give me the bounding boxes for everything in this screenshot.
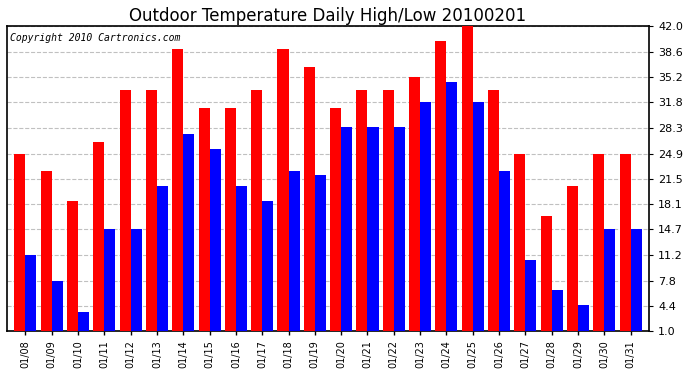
Bar <box>409 77 420 339</box>
Bar <box>236 186 247 339</box>
Bar <box>251 90 262 339</box>
Bar <box>199 108 210 339</box>
Bar <box>604 229 615 339</box>
Bar <box>473 102 484 339</box>
Bar <box>488 90 499 339</box>
Bar <box>262 201 273 339</box>
Bar <box>499 171 510 339</box>
Title: Outdoor Temperature Daily High/Low 20100201: Outdoor Temperature Daily High/Low 20100… <box>130 7 526 25</box>
Text: Copyright 2010 Cartronics.com: Copyright 2010 Cartronics.com <box>10 33 181 43</box>
Bar <box>357 90 368 339</box>
Bar <box>540 216 552 339</box>
Bar <box>341 127 352 339</box>
Bar <box>146 90 157 339</box>
Bar <box>315 175 326 339</box>
Bar <box>288 171 299 339</box>
Bar <box>119 90 130 339</box>
Bar <box>67 201 78 339</box>
Bar <box>26 255 37 339</box>
Bar <box>578 305 589 339</box>
Bar <box>14 153 26 339</box>
Bar <box>225 108 236 339</box>
Bar <box>130 229 141 339</box>
Bar <box>394 127 405 339</box>
Bar <box>435 41 446 339</box>
Bar <box>41 171 52 339</box>
Bar <box>462 27 473 339</box>
Bar <box>104 229 115 339</box>
Bar <box>383 90 394 339</box>
Bar <box>525 261 536 339</box>
Bar <box>620 153 631 339</box>
Bar <box>52 280 63 339</box>
Bar <box>93 142 104 339</box>
Bar <box>277 49 288 339</box>
Bar <box>157 186 168 339</box>
Bar <box>78 312 89 339</box>
Bar <box>420 102 431 339</box>
Bar <box>631 229 642 339</box>
Bar <box>593 153 604 339</box>
Bar <box>567 186 578 339</box>
Bar <box>304 68 315 339</box>
Bar <box>184 134 195 339</box>
Bar <box>330 108 341 339</box>
Bar <box>368 127 379 339</box>
Bar <box>446 82 457 339</box>
Bar <box>552 290 563 339</box>
Bar <box>514 153 525 339</box>
Bar <box>210 149 221 339</box>
Bar <box>172 49 184 339</box>
